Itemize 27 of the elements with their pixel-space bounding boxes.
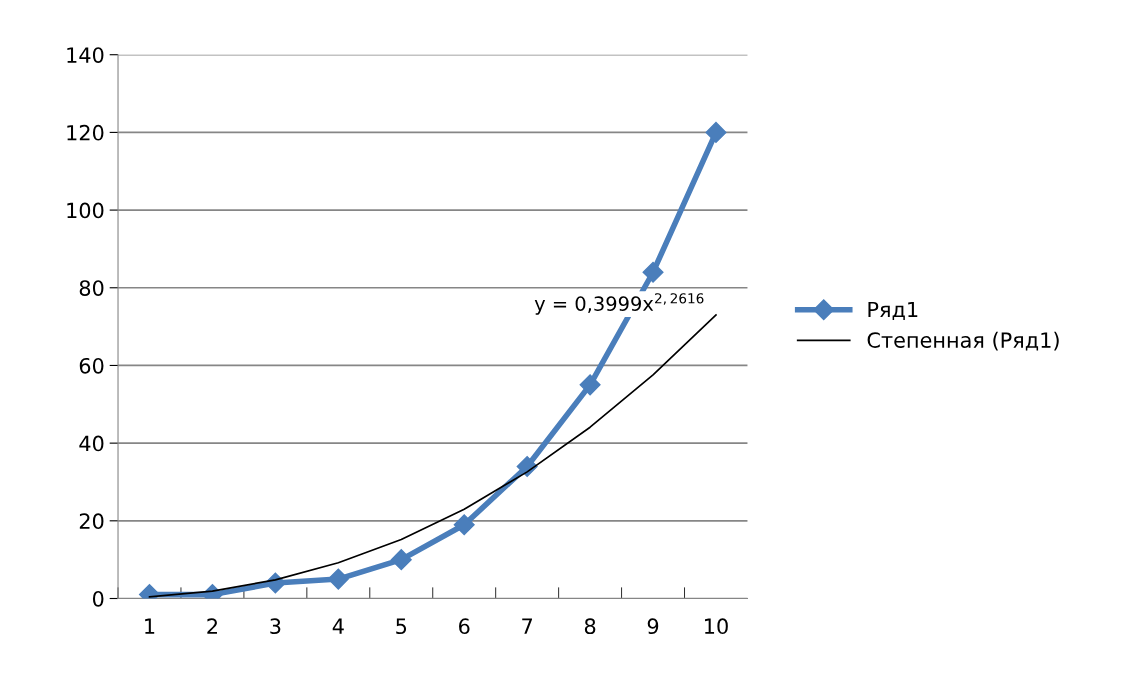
point — [579, 374, 601, 396]
x-tick-label: 10 — [705, 618, 728, 635]
y-tick-label: 60 — [79, 357, 104, 374]
x-tick-label: 3 — [270, 618, 281, 635]
point — [705, 121, 727, 143]
y-tick-label: 20 — [79, 513, 104, 530]
y-tick-label: 80 — [79, 280, 104, 296]
point — [327, 568, 349, 590]
x-tick-label: 5 — [396, 618, 407, 635]
y-tick-label: 140 — [67, 47, 104, 63]
x-tick-label: 1 — [145, 618, 155, 634]
y-tick-label: 120 — [67, 124, 104, 141]
y-tick-label: 0 — [92, 590, 104, 607]
y-tick-label: 100 — [67, 202, 104, 219]
legend-label: Ряд1 — [868, 301, 918, 320]
legend-label: Степенная (Ряд1) — [867, 331, 1059, 351]
annotation: y = 0,3999x$^{2,2616}$ — [534, 293, 704, 315]
x-tick-label: 6 — [459, 618, 470, 635]
x-tick-label: 8 — [584, 618, 596, 635]
x-tick-label: 9 — [647, 618, 659, 635]
point — [642, 261, 664, 283]
y-tick-label: 40 — [79, 435, 104, 452]
x-tick-label: 4 — [332, 618, 344, 634]
point — [453, 514, 475, 536]
x-tick-label: 2 — [207, 618, 217, 634]
x-tick-label: 7 — [522, 618, 532, 634]
point — [390, 549, 412, 571]
